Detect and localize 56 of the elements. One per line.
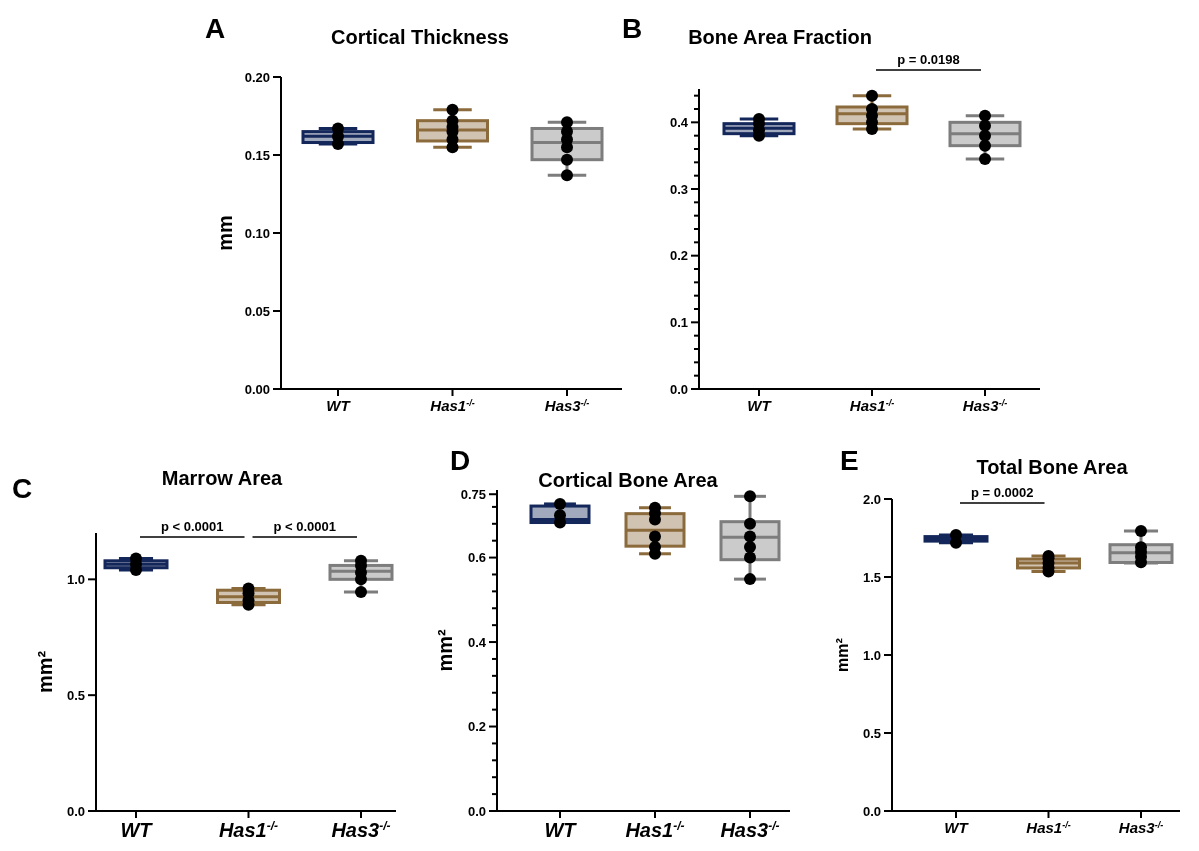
text: E [840, 445, 859, 476]
y-tick-label: 0.0 [66, 803, 85, 819]
text: B [622, 13, 643, 44]
y-tick-label: 1.0 [862, 647, 881, 663]
y-tick-label: 0.0 [862, 803, 881, 819]
x-tick-label: Has1$^{-/-}$ [849, 397, 895, 414]
x-tick-label: Has1$^{-/-}$ [430, 397, 475, 414]
chart-title: Total Bone Area [976, 456, 1129, 478]
x-tick-label: Has1$^{-/-}$ [625, 819, 685, 841]
x-tick-label: Has3$^{-/-}$ [331, 819, 391, 841]
chart-title: Bone Area Fraction [688, 26, 872, 48]
x-tick-label: Has3$^{-/-}$ [962, 397, 1008, 414]
y-tick-label: 0.4 [467, 634, 487, 650]
x-tick-label: WT [944, 819, 970, 836]
x-tick-label: Has1$^{-/-}$ [218, 819, 279, 841]
annotation: p < 0.0001 [160, 519, 224, 534]
y-axis-title: mm² [834, 638, 851, 672]
x-tick-label: Has1$^{-/-}$ [1026, 819, 1071, 836]
y-tick-label: 0.2 [669, 248, 688, 264]
y-tick-label: 0.5 [862, 725, 881, 741]
text: C [12, 473, 33, 504]
x-tick-label: Has3$^{-/-}$ [1118, 819, 1164, 836]
x-tick-label: Has3$^{-/-}$ [720, 819, 780, 841]
y-tick-label: 0.6 [467, 550, 486, 566]
x-tick-label: Has3$^{-/-}$ [544, 397, 590, 414]
y-axis-title: mm [214, 215, 236, 251]
y-tick-label: 0.5 [66, 687, 85, 703]
text: D [450, 445, 471, 476]
y-tick-label: 0.3 [669, 181, 688, 197]
chart-title: Marrow Area [161, 467, 284, 489]
y-tick-label: 0.0 [467, 803, 486, 819]
y-tick-label: 1.0 [66, 571, 85, 587]
chart-title: Cortical Thickness [331, 26, 509, 48]
y-tick-label: 1.5 [862, 569, 881, 585]
chart-title: Cortical Bone Area [538, 469, 719, 491]
x-tick-label: WT [544, 819, 578, 841]
y-tick-label: 2.0 [862, 491, 881, 507]
y-tick-label: 0.0 [669, 381, 688, 397]
annotation: p = 0.0002 [970, 485, 1034, 500]
y-tick-label: 0.2 [467, 719, 486, 735]
y-tick-label: 0.20 [244, 69, 270, 85]
y-tick-label: 0.05 [244, 303, 270, 319]
y-tick-label: 0.00 [244, 381, 270, 397]
y-tick-label: 0.4 [669, 114, 689, 130]
y-tick-label: 0.15 [244, 147, 270, 163]
x-tick-label: WT [747, 397, 773, 414]
y-axis-title: mm² [434, 629, 456, 672]
annotation: p < 0.0001 [273, 519, 337, 534]
text: p = 0.0198 [897, 52, 960, 67]
y-tick-label: 0.75 [460, 486, 486, 502]
text: A [205, 13, 226, 44]
y-tick-label: 0.10 [244, 225, 270, 241]
y-tick-label: 0.1 [669, 314, 688, 330]
y-axis-title: mm² [34, 650, 56, 694]
x-tick-label: WT [326, 397, 352, 414]
x-tick-label: WT [120, 819, 154, 841]
